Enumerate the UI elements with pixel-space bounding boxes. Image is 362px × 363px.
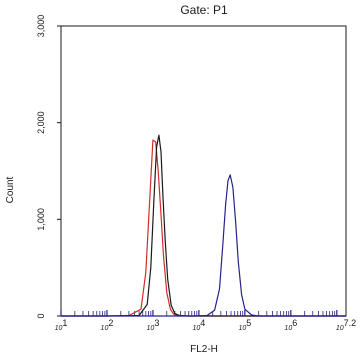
y-tick-label: 2,000 <box>36 111 46 134</box>
y-tick-label: 0 <box>36 313 46 318</box>
x-axis-label: FL2-H <box>190 344 218 355</box>
x-tick-label: 102 <box>101 318 114 332</box>
x-tick-label: 104 <box>192 318 205 332</box>
histogram-series-3 <box>61 174 346 317</box>
y-axis-label: Count <box>5 176 16 203</box>
chart-title: Gate: P1 <box>180 3 228 17</box>
histogram-series-2 <box>61 134 346 317</box>
y-tick-label: 3,000 <box>36 15 46 38</box>
y-tick-label: 1,000 <box>36 208 46 231</box>
x-tick-label: 107.2 <box>336 318 356 332</box>
x-tick-label: 105 <box>238 318 251 332</box>
x-tick-label: 101 <box>55 318 68 332</box>
series-layer <box>61 134 346 317</box>
plot-area <box>60 25 347 317</box>
x-tick-label: 103 <box>147 318 160 332</box>
tick-labels: 101 102 103 104 105 106 107.2 0 1,000 2,000 3,000 <box>36 15 356 332</box>
x-tick-label: 106 <box>284 318 297 332</box>
